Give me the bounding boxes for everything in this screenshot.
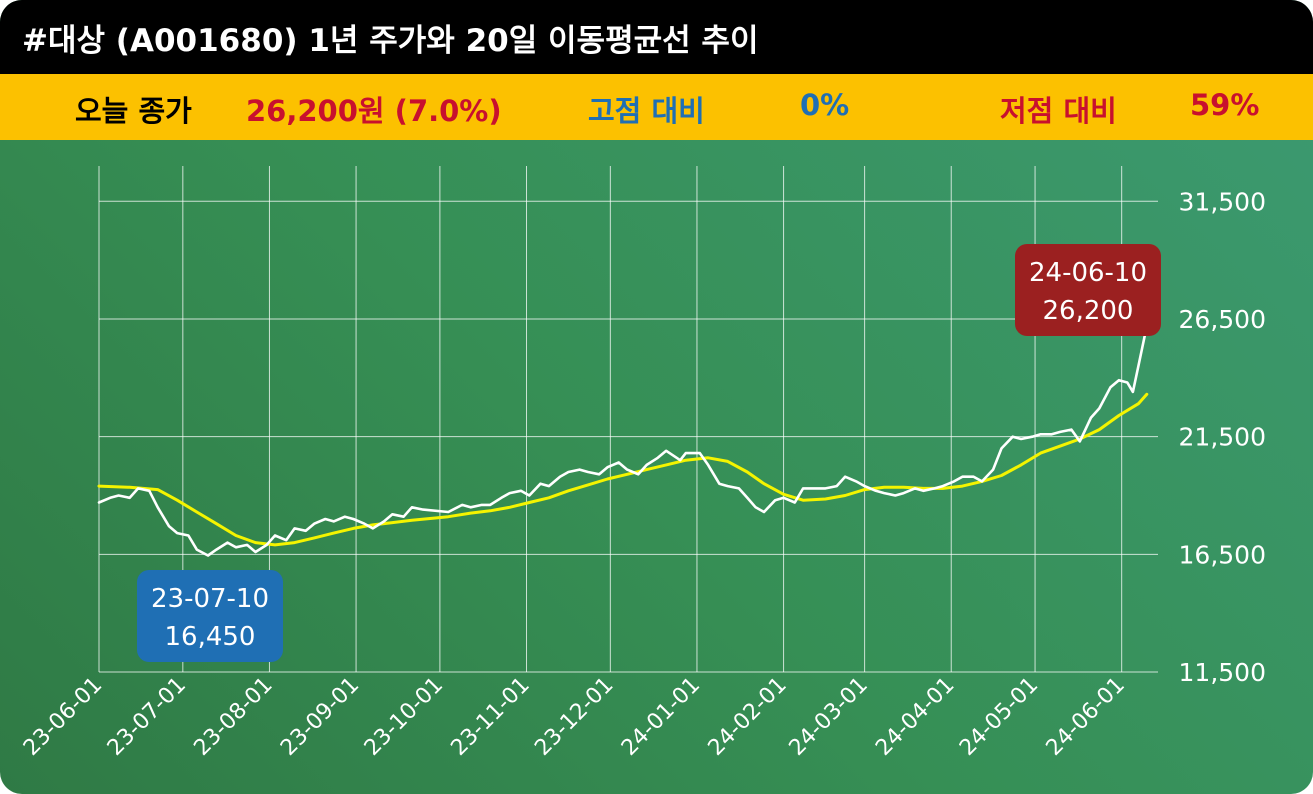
high-point-badge (1015, 244, 1161, 336)
close-label: 오늘 종가 (75, 94, 192, 128)
high-compare-label: 고점 대비 (588, 94, 705, 128)
x-tick-label: 23-06-01 (19, 673, 107, 761)
y-tick-label: 11,500 (1179, 658, 1266, 687)
x-tick-label: 23-07-01 (103, 673, 191, 761)
y-tick-label: 16,500 (1179, 540, 1266, 569)
y-tick-label: 26,500 (1179, 305, 1266, 334)
x-tick-label: 23-10-01 (360, 673, 448, 761)
x-tick-label: 23-12-01 (530, 673, 618, 761)
low-point-date: 23-07-10 (151, 584, 269, 614)
x-tick-label: 24-01-01 (617, 673, 705, 761)
x-tick-label: 24-02-01 (704, 673, 792, 761)
moving-average-line (97, 392, 1149, 547)
price-line (97, 324, 1149, 557)
low-point-badge (137, 570, 283, 662)
y-tick-label: 21,500 (1179, 423, 1266, 452)
y-tick-label: 31,500 (1179, 187, 1266, 216)
high-point-value: 26,200 (1043, 296, 1134, 326)
chart-title: #대상 (A001680) 1년 주가와 20일 이동평균선 추이 (0, 0, 1313, 74)
price-chart: 23-06-0123-07-0123-08-0123-09-0123-10-01… (19, 166, 1266, 761)
high-compare-value: 0% (800, 88, 850, 122)
low-compare-value: 59% (1190, 88, 1260, 122)
low-point-value: 16,450 (165, 622, 256, 652)
low-compare-label: 저점 대비 (1000, 94, 1117, 128)
x-tick-label: 24-03-01 (785, 673, 873, 761)
x-tick-label: 23-11-01 (446, 673, 534, 761)
close-value: 26,200원 (7.0%) (246, 94, 502, 128)
x-tick-label: 24-04-01 (871, 673, 959, 761)
x-tick-label: 24-06-01 (1042, 673, 1130, 761)
high-point-date: 24-06-10 (1029, 258, 1147, 288)
x-tick-label: 24-05-01 (955, 673, 1043, 761)
stats-bar: 오늘 종가 26,200원 (7.0%) 고점 대비 0% 저점 대비 59% (0, 74, 1313, 140)
x-tick-label: 23-08-01 (189, 673, 277, 761)
x-tick-label: 23-09-01 (276, 673, 364, 761)
